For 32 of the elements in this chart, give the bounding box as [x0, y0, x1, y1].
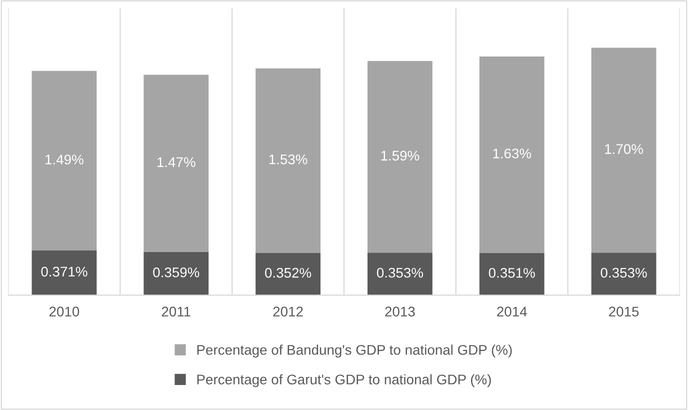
x-tick-label: 2010: [49, 306, 80, 317]
bar: [591, 252, 656, 296]
data-label: 0.351%: [488, 268, 535, 278]
bar: [479, 56, 544, 253]
x-tick-label: 2013: [385, 306, 415, 317]
data-label: 1.49%: [46, 154, 84, 164]
bar: [256, 68, 320, 253]
x-tick-label: 2012: [273, 306, 303, 317]
data-label: 0.352%: [265, 268, 312, 278]
data-label: 0.359%: [153, 267, 200, 278]
x-tick-label: 2014: [497, 306, 527, 317]
data-label: 0.371%: [41, 266, 88, 277]
bar: [32, 250, 97, 296]
x-tick-label: 2015: [609, 306, 639, 317]
bar: [256, 252, 320, 296]
data-label: 1.63%: [493, 148, 532, 158]
bar: [368, 252, 432, 296]
data-label: 1.59%: [381, 150, 420, 161]
bar: [591, 48, 656, 253]
data-label: 1.47%: [157, 157, 196, 168]
bar: [144, 74, 209, 252]
bar: [479, 252, 544, 296]
bar: [32, 70, 97, 250]
bar: [144, 252, 209, 296]
bar: [368, 61, 432, 253]
data-label: 0.353%: [376, 268, 424, 278]
legend-label: Percentage of Bandung's GDP to national GDP (%): [197, 344, 512, 358]
x-tick-label: 2011: [162, 306, 190, 317]
legend-label: Percentage of Garut's GDP to national GDP (%): [197, 374, 491, 388]
data-label: 1.70%: [605, 144, 643, 154]
data-label: 1.53%: [269, 154, 308, 164]
data-label: 0.353%: [600, 268, 647, 278]
